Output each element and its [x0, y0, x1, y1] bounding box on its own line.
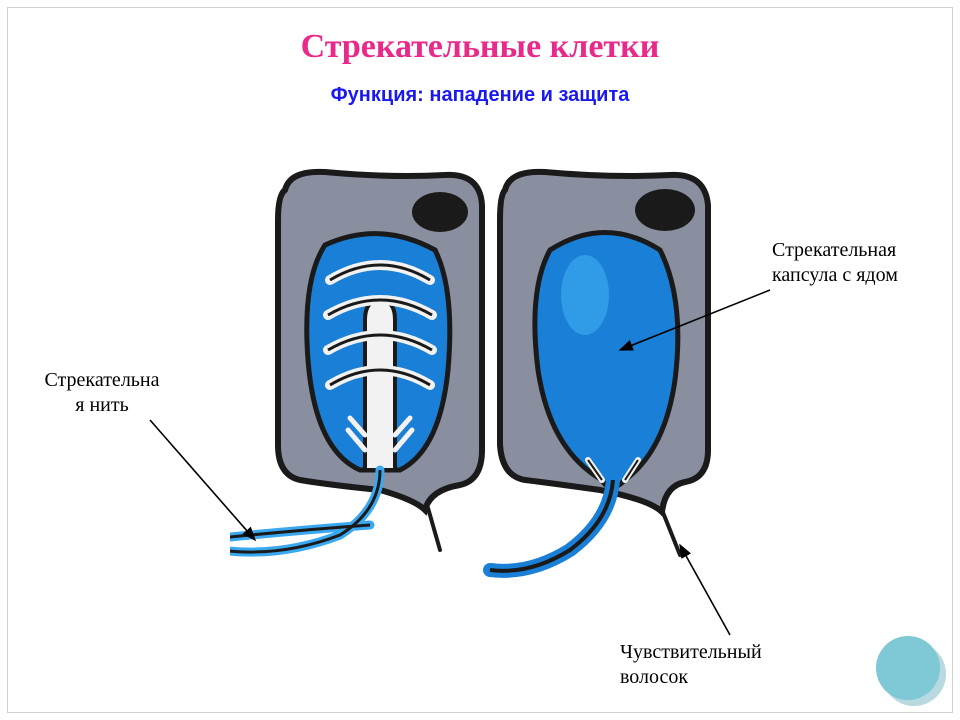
- label-thread: Стрекательна я нить: [12, 368, 192, 418]
- label-capsule: Стрекательная капсула с ядом: [772, 238, 952, 288]
- slide-subtitle: Функция: нападение и защита: [0, 84, 960, 107]
- label-hair: Чувствительный волосок: [620, 640, 840, 690]
- cell-left: [230, 172, 482, 552]
- title-text: Стрекательные клетки: [301, 28, 660, 65]
- label-capsule-line1: Стрекательная: [772, 238, 952, 263]
- label-hair-line1: Чувствительный: [620, 640, 840, 665]
- corner-circle-icon: [876, 636, 940, 700]
- accent-bar: [8, 8, 22, 712]
- label-thread-line1: Стрекательна: [12, 368, 192, 393]
- subtitle-text: Функция: нападение и защита: [331, 84, 630, 106]
- label-capsule-line2: капсула с ядом: [772, 263, 952, 288]
- label-thread-line2: я нить: [12, 393, 192, 418]
- cell-right: [490, 172, 708, 571]
- label-hair-line2: волосок: [620, 665, 840, 690]
- slide-title: Стрекательные клетки: [0, 28, 960, 66]
- cnidocyte-diagram: [230, 150, 750, 580]
